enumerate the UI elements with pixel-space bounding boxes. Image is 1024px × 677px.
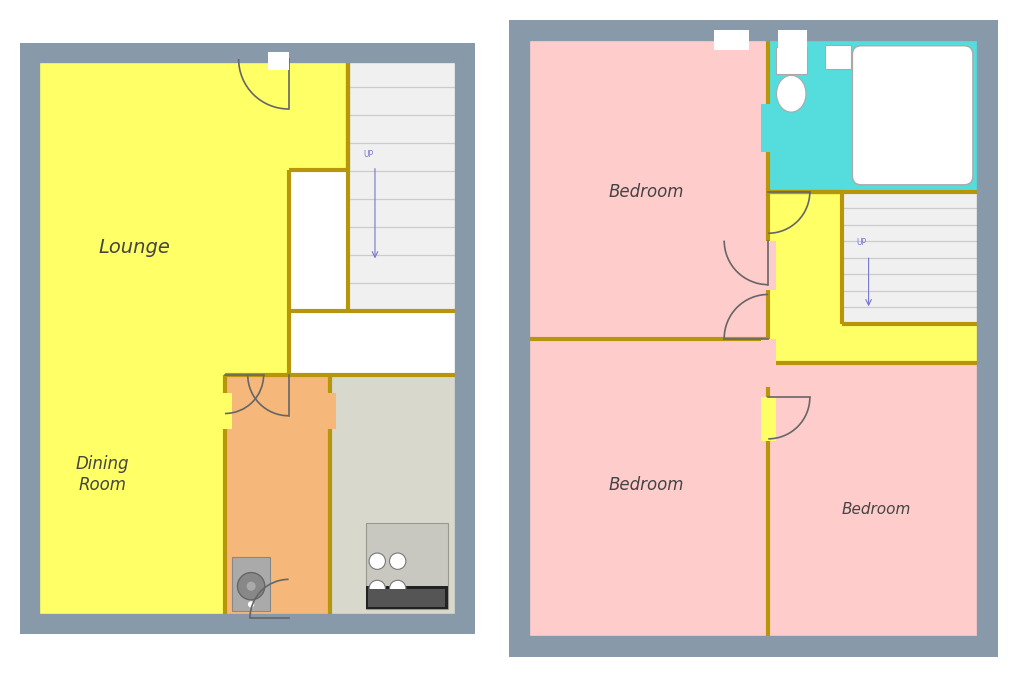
Bar (824, 45, 852, 69)
Circle shape (247, 582, 256, 591)
Bar (842, 192, 981, 324)
Bar (289, 59, 393, 171)
Ellipse shape (776, 75, 806, 112)
Bar (323, 393, 336, 429)
Bar (775, 47, 807, 74)
Bar (824, 45, 852, 69)
Bar (778, 30, 807, 49)
Text: Bedroom: Bedroom (842, 502, 910, 517)
Bar (715, 30, 749, 49)
Text: UP: UP (364, 150, 374, 158)
Bar (761, 338, 775, 387)
Bar (856, 49, 969, 182)
Text: UP: UP (856, 238, 866, 248)
Bar (330, 375, 459, 618)
Bar (366, 523, 447, 609)
Text: Bedroom: Bedroom (608, 183, 684, 200)
Circle shape (389, 553, 406, 569)
FancyBboxPatch shape (852, 46, 973, 185)
Text: Bedroom: Bedroom (608, 477, 684, 494)
Bar (268, 52, 289, 70)
Bar (761, 104, 775, 152)
Bar (369, 590, 445, 607)
Bar (225, 375, 330, 618)
Bar (761, 240, 775, 290)
Bar (289, 311, 459, 375)
Bar (37, 59, 289, 618)
Bar (231, 556, 270, 611)
Bar (218, 393, 231, 429)
Bar (366, 586, 447, 609)
Bar (768, 192, 981, 363)
Text: Dining
Room: Dining Room (76, 456, 129, 494)
Circle shape (238, 573, 265, 600)
Bar (348, 59, 459, 311)
Bar (768, 363, 981, 640)
Circle shape (248, 601, 254, 607)
Bar (768, 37, 981, 192)
Circle shape (369, 553, 385, 569)
Circle shape (389, 580, 406, 596)
Bar (231, 556, 270, 611)
Bar (775, 47, 807, 74)
Text: Lounge: Lounge (98, 238, 170, 257)
Bar (761, 397, 775, 441)
Circle shape (369, 580, 385, 596)
Bar (366, 523, 447, 609)
